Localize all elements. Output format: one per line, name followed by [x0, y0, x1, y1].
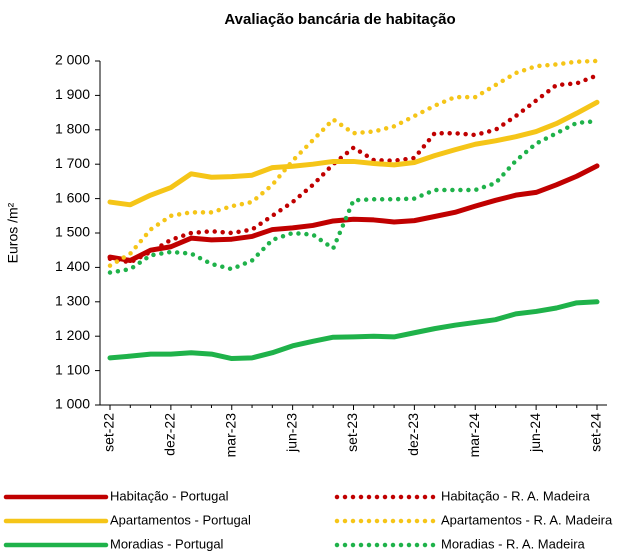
legend-label: Apartamentos - R. A. Madeira [441, 512, 613, 527]
y-tick-label: 1 900 [55, 86, 90, 102]
legend-label: Moradias - Portugal [110, 536, 224, 551]
x-tick-label: set-22 [101, 413, 117, 452]
series-line [107, 58, 600, 268]
legend-label: Habitação - R. A. Madeira [441, 488, 591, 503]
y-axis-label: Euros /m² [5, 202, 21, 263]
y-tick-label: 1 700 [55, 155, 90, 171]
series-line [107, 299, 600, 362]
x-tick-label: set-23 [344, 413, 360, 452]
y-tick-label: 1 000 [55, 396, 90, 412]
chart-title: Avaliação bancária de habitação [224, 11, 455, 28]
series-line [107, 73, 600, 265]
series-line [107, 99, 600, 208]
y-tick-label: 1 300 [55, 293, 90, 309]
y-tick-label: 1 400 [55, 258, 90, 274]
legend-label: Apartamentos - Portugal [110, 512, 251, 527]
series-line [107, 118, 600, 275]
y-tick-label: 1 800 [55, 121, 90, 137]
x-tick-label: set-24 [588, 413, 604, 452]
y-tick-label: 1 600 [55, 189, 90, 205]
x-tick-label: dez-23 [405, 413, 421, 456]
legend-label: Habitação - Portugal [110, 488, 229, 503]
x-tick-label: jun-24 [527, 413, 543, 453]
x-tick-label: mar-24 [466, 413, 482, 458]
legend-label: Moradias - R. A. Madeira [441, 536, 586, 551]
x-tick-label: jun-23 [283, 413, 299, 453]
y-tick-label: 1 500 [55, 224, 90, 240]
y-tick-label: 1 100 [55, 361, 90, 377]
x-tick-label: mar-23 [222, 413, 238, 458]
y-tick-label: 1 200 [55, 327, 90, 343]
y-tick-label: 2 000 [55, 52, 90, 68]
series-line [107, 163, 600, 264]
x-tick-label: dez-22 [162, 413, 178, 456]
